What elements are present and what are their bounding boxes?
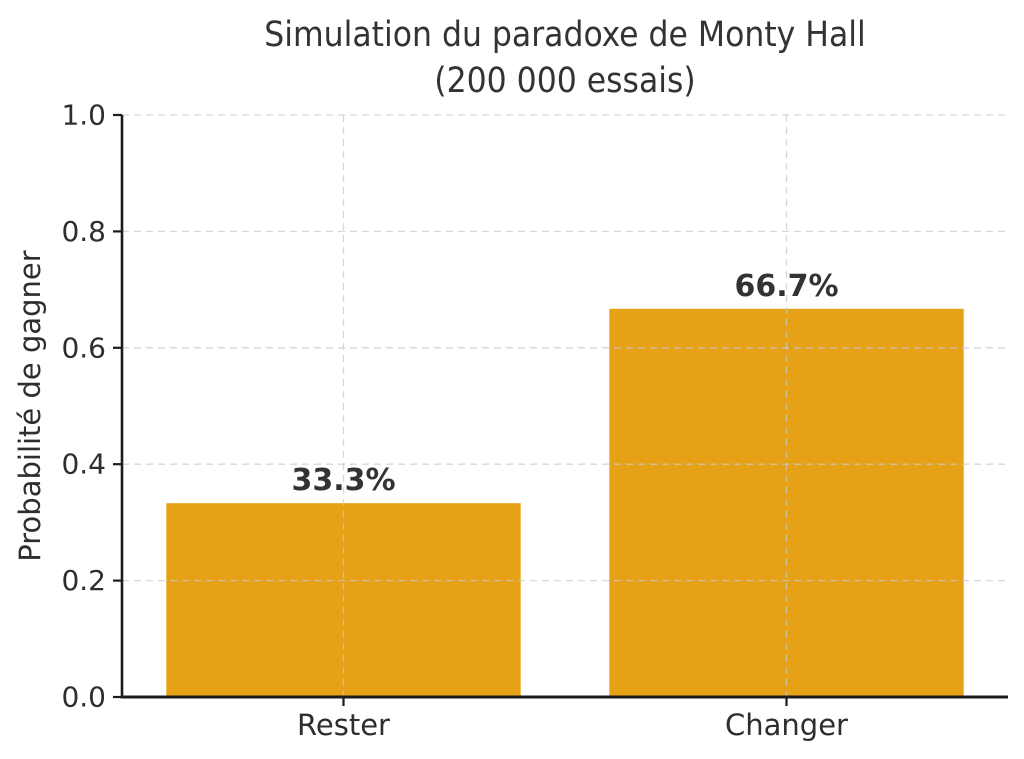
y-axis-title: Probabilité de gagner	[13, 250, 47, 561]
y-tick-label: 0.8	[61, 215, 106, 248]
y-tick-label: 0.2	[61, 564, 106, 597]
chart-title-line1: Simulation du paradoxe de Monty Hall	[264, 15, 866, 55]
x-tick-label-rester: Rester	[297, 708, 390, 742]
y-tick-label: 0.4	[61, 448, 106, 481]
bar-value-label: 33.3%	[291, 463, 395, 498]
y-tick-label: 1.0	[61, 99, 106, 132]
x-tick-label-changer: Changer	[725, 708, 848, 742]
bar-value-label: 66.7%	[734, 269, 838, 304]
y-tick-label: 0.0	[61, 681, 106, 714]
chart-title: Simulation du paradoxe de Monty Hall (20…	[122, 12, 1008, 104]
y-tick-label: 0.6	[61, 331, 106, 364]
chart-title-line2: (200 000 essais)	[434, 61, 696, 102]
